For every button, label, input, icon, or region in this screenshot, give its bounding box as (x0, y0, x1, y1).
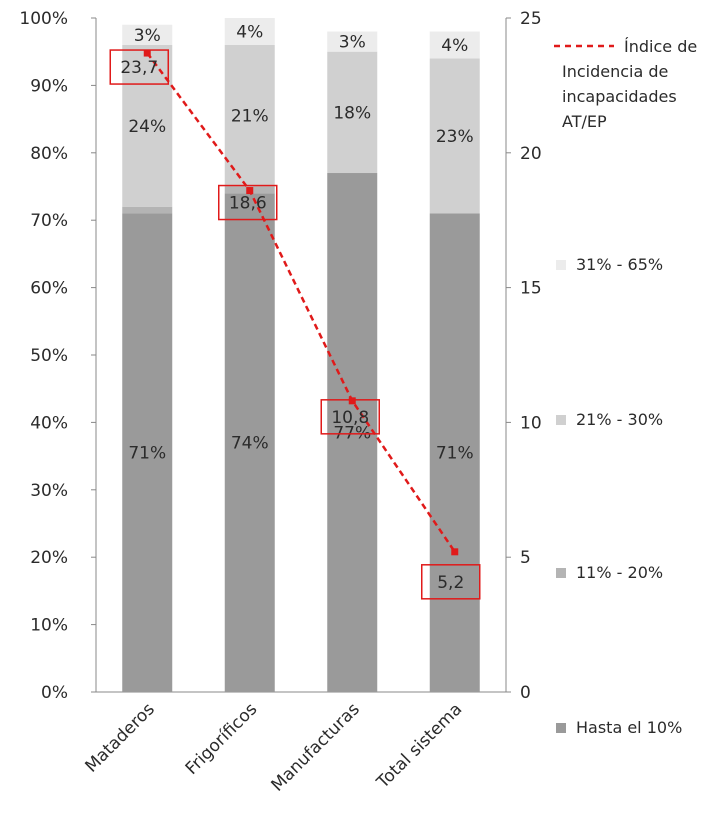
bar-segment (224, 44, 275, 187)
left-tick-label: 90% (30, 76, 68, 96)
bar-segment (327, 51, 378, 174)
bar-segment-label: 71% (128, 444, 166, 464)
legend-label: 31% - 65% (576, 255, 663, 274)
right-tick-label: 15 (520, 279, 542, 299)
bar-segment (429, 58, 480, 214)
index-label: 23,7 (120, 58, 158, 78)
bar-segment (122, 24, 173, 45)
legend-swatch (556, 723, 566, 733)
bar-segment (327, 173, 378, 692)
bar-segment-label: 74% (231, 434, 269, 454)
category-label: Mataderos (82, 699, 159, 776)
bar-segment (429, 31, 480, 59)
bar-segment (429, 213, 480, 692)
index-point (348, 397, 356, 405)
left-tick-label: 40% (30, 413, 68, 433)
index-label: 10,8 (331, 408, 369, 428)
index-line (146, 52, 456, 553)
right-tick-label: 25 (520, 9, 542, 29)
bar-segment-label: 4% (236, 22, 263, 42)
left-tick-label: 20% (30, 548, 68, 568)
bar-segment-label: 3% (339, 33, 366, 53)
legend-swatch (556, 568, 566, 578)
bar-segment (122, 213, 173, 692)
left-tick-label: 0% (41, 683, 68, 703)
bar-segment (122, 206, 173, 214)
legend-label: 21% - 30% (576, 410, 663, 429)
category-label: Frigoríficos (182, 699, 262, 779)
index-label-box (218, 184, 278, 221)
bar-segment-label: 21% (231, 107, 269, 127)
left-tick-label: 50% (30, 346, 68, 366)
legend-swatch (556, 415, 566, 425)
right-tick-label: 0 (520, 683, 531, 703)
index-label-box (320, 399, 380, 435)
bar-segment-label: 3% (134, 26, 161, 46)
bar-segment (224, 18, 275, 45)
category-label: Total sistema (372, 699, 466, 793)
bar-segment-label: 18% (333, 103, 371, 123)
legend-swatch (556, 260, 566, 270)
right-tick-label: 5 (520, 548, 531, 568)
index-label: 5,2 (437, 573, 464, 593)
index-label-box (109, 49, 169, 85)
left-tick-label: 30% (30, 481, 68, 501)
bar-segment-label: 4% (441, 36, 468, 56)
left-tick-label: 60% (30, 279, 68, 299)
bar-segment-label: 71% (436, 444, 474, 464)
legend-label: 11% - 20% (576, 563, 663, 582)
index-label: 18,6 (229, 194, 267, 214)
left-tick-label: 70% (30, 211, 68, 231)
right-tick-label: 20 (520, 144, 542, 164)
index-point (246, 187, 254, 195)
left-tick-label: 100% (19, 9, 68, 29)
bar-segment-label: 24% (128, 117, 166, 137)
index-label-box (421, 564, 481, 600)
legend-label: Hasta el 10% (576, 718, 682, 737)
bar-segment (122, 44, 173, 207)
left-tick-label: 10% (30, 616, 68, 636)
bar-segment (327, 31, 378, 52)
legend-index-label: Índice de Incidencia de incapacidades AT/EP (562, 37, 697, 131)
category-label: Manufacturas (268, 699, 364, 795)
index-point (451, 548, 459, 556)
bar-segment-label: 23% (436, 127, 474, 147)
index-point (143, 49, 151, 57)
bar-segment (224, 193, 275, 693)
left-tick-label: 80% (30, 144, 68, 164)
right-tick-label: 10 (520, 413, 542, 433)
